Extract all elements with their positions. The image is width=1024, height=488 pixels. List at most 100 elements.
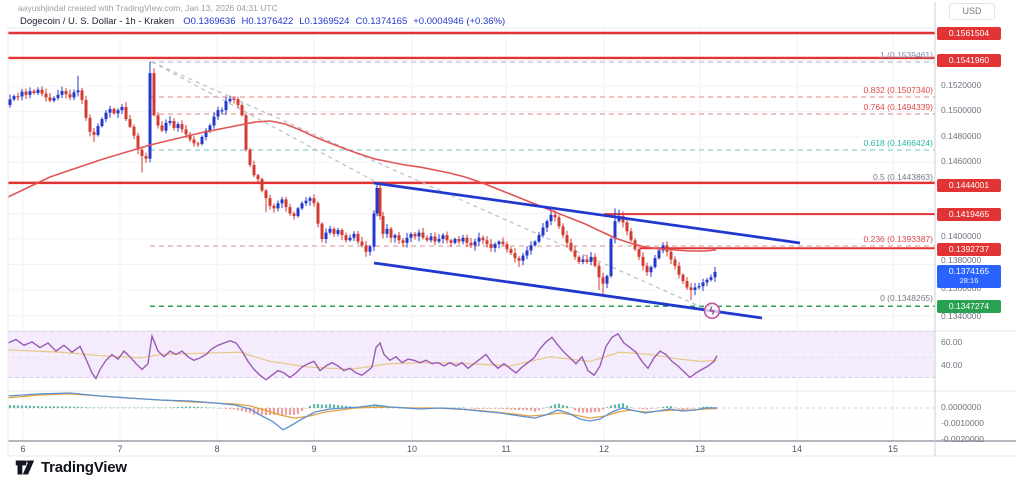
candle-body: [613, 221, 617, 239]
legend-low: L0.1369524: [299, 16, 350, 27]
candle-body: [378, 187, 382, 217]
macd-histogram-bar: [473, 408, 477, 409]
candle-body: [601, 277, 605, 284]
macd-histogram-bar: [32, 405, 36, 408]
candle-body: [160, 125, 164, 131]
candle-body: [609, 239, 613, 276]
macd-histogram-bar: [44, 406, 48, 408]
candle-body: [112, 108, 116, 114]
time-axis-tick: 8: [214, 444, 220, 454]
candle-body: [140, 149, 144, 157]
macd-histogram-bar: [545, 407, 549, 408]
macd-histogram-bar: [581, 408, 585, 413]
macd-histogram-bar: [8, 405, 12, 408]
brand-name[interactable]: TradingView: [41, 459, 127, 476]
candle-body: [124, 106, 128, 120]
candle-body: [144, 156, 148, 159]
macd-histogram-bar: [276, 408, 280, 415]
candle-body: [264, 190, 268, 199]
macd-histogram-bar: [192, 406, 196, 408]
macd-histogram-bar: [88, 407, 92, 408]
candle-body: [352, 233, 356, 238]
candle-body: [148, 73, 152, 159]
macd-histogram-bar: [40, 406, 44, 408]
price-axis-tick: 0.1480000: [941, 131, 982, 141]
candle-body: [417, 232, 421, 237]
macd-histogram-bar: [272, 408, 276, 415]
macd-histogram-bar: [557, 403, 561, 408]
candle-body: [60, 91, 64, 95]
macd-histogram-bar: [477, 408, 481, 409]
candle-body: [20, 91, 24, 97]
candle-body: [308, 198, 312, 201]
candle-body: [256, 175, 260, 180]
macd-axis-tick: -0.0020000: [941, 434, 985, 444]
macd-histogram-bar: [661, 406, 665, 408]
macd-histogram-bar: [224, 408, 228, 409]
candle-body: [152, 73, 156, 116]
price-level-label: 0.1561504: [937, 27, 1001, 40]
candle-body: [409, 233, 413, 238]
macd-axis-tick: -0.0010000: [941, 418, 985, 428]
ma-line: [7, 120, 717, 252]
macd-histogram-bar: [240, 408, 244, 412]
candle-body: [292, 213, 296, 217]
macd-histogram-bar: [573, 408, 577, 411]
candle-body: [469, 242, 473, 246]
candle-body: [677, 265, 681, 275]
rsi-line: [7, 332, 718, 381]
candle-body: [445, 235, 449, 241]
candle-body: [513, 253, 517, 259]
candle-body: [597, 265, 601, 278]
price-level-label: 0.1374165 28:16: [937, 265, 1001, 288]
macd-histogram-bar: [288, 408, 292, 415]
macd-histogram-bar: [188, 406, 192, 408]
macd-histogram-bar: [200, 407, 204, 408]
macd-histogram-bar: [505, 408, 509, 410]
candle-body: [356, 233, 360, 242]
macd-histogram-bar: [228, 408, 232, 410]
price-level-value: 0.1347274: [948, 301, 990, 311]
candle-body: [481, 237, 485, 241]
macd-histogram-bar: [280, 408, 284, 415]
macd-histogram-bar: [553, 404, 557, 408]
candle-body: [473, 241, 477, 246]
candle-body: [665, 245, 669, 252]
macd-histogram-bar: [517, 408, 521, 411]
price-level-label: 0.1392737: [937, 243, 1001, 256]
candle-body: [260, 179, 264, 191]
candle-body: [24, 91, 28, 95]
price-axis-tick: 0.1360000: [941, 283, 982, 293]
macd-histogram-bar: [220, 408, 224, 409]
macd-histogram-bar: [256, 408, 260, 415]
candle-body: [653, 258, 657, 268]
candle-body: [32, 91, 36, 93]
macd-histogram-bar: [677, 408, 681, 409]
candle-body: [332, 228, 336, 234]
candle-body: [629, 231, 633, 241]
marker-circle: [703, 302, 721, 320]
price-axis-currency-label: USD: [949, 3, 995, 20]
macd-histogram-bar: [344, 405, 348, 408]
macd-histogram-bar: [80, 407, 84, 408]
rsi-ma-line: [7, 349, 718, 371]
candle-body: [220, 110, 224, 112]
candle-body: [457, 239, 461, 242]
fib-guide-line: [151, 61, 709, 311]
candle-body: [40, 89, 44, 94]
tradingview-logo-icon[interactable]: [14, 457, 35, 478]
macd-histogram-bar: [537, 408, 541, 411]
time-axis-tick: 12: [598, 444, 609, 454]
time-axis-tick: 14: [791, 444, 802, 454]
candle-body: [272, 205, 276, 209]
macd-histogram-bar: [292, 408, 296, 415]
rsi-axis-tick: 40.00: [941, 360, 963, 370]
candle-body: [132, 126, 136, 136]
candle-body: [641, 256, 645, 266]
macd-histogram-bar: [681, 408, 685, 410]
macd-histogram-bar: [689, 408, 693, 409]
candle-body: [28, 91, 32, 95]
candle-body: [236, 99, 240, 106]
candle-body: [537, 235, 541, 242]
macd-histogram-bar: [685, 408, 689, 409]
